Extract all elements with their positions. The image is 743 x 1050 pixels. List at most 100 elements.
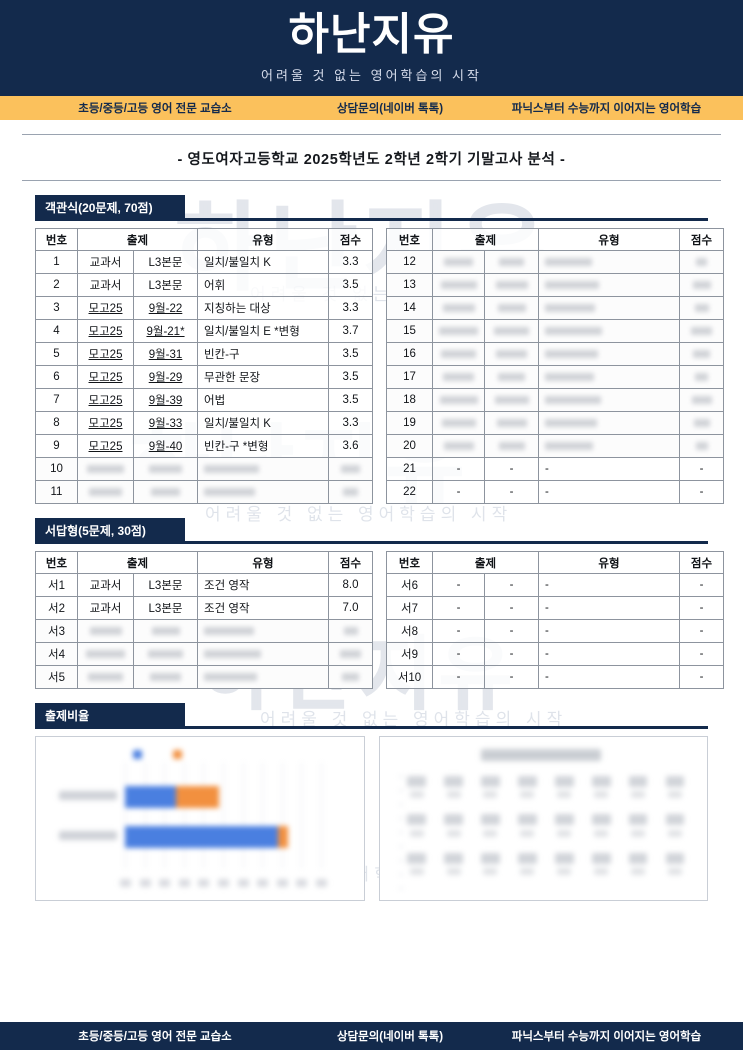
chart-axis-tick — [398, 804, 403, 805]
promo-band-item-3: 파닉스부터 수능까지 이어지는 영어학습 — [511, 103, 702, 115]
cell-question-type — [197, 642, 330, 666]
cell-score: 3.3 — [328, 250, 374, 274]
chart-cell-sublabel — [631, 791, 646, 799]
cell-question-no: 서9 — [386, 642, 433, 666]
redacted-chip — [340, 649, 362, 658]
chart-cell-sublabel — [557, 829, 572, 837]
chart-axis-tick — [398, 874, 403, 875]
cell-question-no: 18 — [386, 388, 433, 412]
objective-tables: 번호 출제 유형 점수 1 교과서 L3본문 일치/불일치 K 3.3 2 교과서 L3본문 어… — [35, 228, 725, 504]
footer-item-1: 초등/중등/고등 영어 전문 교습소 — [78, 1031, 232, 1043]
subjective-table-left: 번호 출제 유형 점수 서1 교과서 L3본문 조건 영작 8.0 서2 교과서 L3본문 조건… — [35, 551, 374, 689]
chart-gridline — [242, 762, 244, 869]
promo-band-item-2[interactable]: 상담문의(네이버 톡톡) — [336, 103, 444, 115]
cell-source-primary: 모고25 — [77, 434, 134, 458]
cell-source-detail — [132, 457, 199, 481]
cell-score — [679, 411, 725, 435]
cell-question-type: - — [538, 457, 681, 481]
chart-x-tick-label — [237, 879, 249, 887]
chart-category-label — [59, 831, 117, 840]
redacted-chip — [499, 257, 524, 266]
chart-gridline — [183, 762, 185, 869]
chart-cell-sublabel — [557, 868, 572, 876]
legend-swatch-orange — [173, 750, 183, 759]
table-row: 서10- - - - — [386, 665, 725, 689]
cell-score: - — [679, 573, 725, 597]
cell-score: - — [679, 596, 725, 620]
cell-score — [679, 342, 725, 366]
redacted-chip — [204, 626, 255, 635]
table-row: 12 — [386, 250, 725, 274]
cell-question-type: 무관한 문장 — [197, 365, 330, 389]
col-header-no: 번호 — [386, 551, 433, 574]
cell-question-type: 조건 영작 — [197, 573, 330, 597]
cell-question-no: 서7 — [386, 596, 433, 620]
cell-source-detail — [483, 411, 540, 435]
redacted-chip — [88, 672, 123, 681]
chart-cell-sublabel — [594, 791, 609, 799]
table-row: 18 — [386, 388, 725, 412]
redacted-chip — [498, 372, 525, 381]
chart-cell-sublabel — [631, 829, 646, 837]
cell-source-detail: - — [483, 642, 540, 666]
table-row: 서5 — [35, 665, 374, 689]
cell-source-detail — [132, 619, 199, 643]
chart-value-grid — [378, 736, 708, 901]
chart-gridline — [125, 762, 126, 869]
chart-segment-blue — [125, 786, 176, 808]
chart-cell-value — [481, 852, 500, 864]
table-header-row: 번호 출제 유형 점수 — [35, 551, 374, 574]
chart-x-tick-label — [218, 879, 229, 887]
chart-cell-value — [407, 776, 426, 788]
section-tab-label: 객관식(20문제, 70점) — [35, 195, 185, 221]
cell-source-primary: 모고25 — [77, 296, 134, 320]
cell-question-no: 서4 — [35, 642, 78, 666]
cell-source-detail — [132, 480, 199, 504]
chart-cell-value — [665, 776, 685, 788]
promo-band: 초등/중등/고등 영어 전문 교습소 상담문의(네이버 톡톡) 파닉스부터 수능… — [0, 96, 743, 120]
redacted-chip — [443, 441, 474, 450]
cell-score — [679, 273, 725, 297]
table-row: 14 — [386, 296, 725, 320]
cell-source-primary: 모고25 — [77, 411, 134, 435]
col-header-source: 출제 — [76, 551, 199, 574]
cell-question-no: 6 — [35, 365, 78, 389]
cell-score: 3.5 — [328, 388, 374, 412]
footer-item-2[interactable]: 상담문의(네이버 톡톡) — [336, 1031, 444, 1043]
cell-question-type: 빈칸-구 — [197, 342, 330, 366]
section-subjective: 서답형(5문제, 30점) 번호 출제 유형 점수 — [35, 518, 725, 689]
col-header-type: 유형 — [538, 228, 681, 251]
cell-score — [679, 434, 725, 458]
redacted-chip — [694, 303, 709, 312]
chart-cell-value — [628, 776, 648, 788]
cell-source-primary: - — [432, 642, 485, 666]
redacted-chip — [439, 326, 478, 335]
col-header-no: 번호 — [35, 228, 78, 251]
chart-x-tick-label — [316, 879, 327, 887]
cell-source-detail: 9월-22 — [132, 296, 199, 320]
cell-score: 8.0 — [328, 573, 374, 597]
section-ratio: 출제비율 — [35, 703, 708, 901]
cell-score — [679, 388, 725, 412]
chart-gridline — [203, 762, 205, 869]
redacted-chip — [204, 487, 256, 496]
table-row: 9 모고25 9월-40 빈칸-구 *변형 3.6 — [35, 434, 374, 458]
chart-axis-tick — [398, 776, 403, 777]
table-header-row: 번호 출제 유형 점수 — [35, 228, 374, 251]
cell-score — [679, 250, 725, 274]
chart-cell-sublabel — [409, 829, 424, 837]
redacted-chip — [545, 257, 593, 266]
chart-cell-value — [481, 776, 500, 788]
cell-source-detail: 9월-40 — [132, 434, 199, 458]
chart-bar-track — [125, 826, 288, 848]
chart-gridline — [321, 762, 322, 869]
chart-cell-sublabel — [446, 791, 461, 799]
chart-gridline — [301, 762, 303, 869]
chart-x-tick-label — [139, 879, 151, 887]
redacted-chip — [204, 649, 262, 658]
chart-cell-sublabel — [520, 791, 535, 799]
cell-question-type — [197, 457, 330, 481]
footer-item-3: 파닉스부터 수능까지 이어지는 영어학습 — [511, 1031, 702, 1043]
redacted-chip — [150, 672, 181, 681]
cell-source-detail — [483, 250, 540, 274]
